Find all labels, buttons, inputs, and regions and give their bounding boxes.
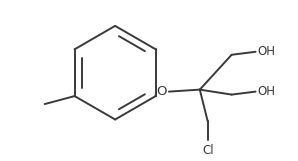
Text: OH: OH bbox=[257, 45, 276, 58]
Text: OH: OH bbox=[257, 85, 276, 98]
Text: O: O bbox=[157, 85, 167, 98]
Text: Cl: Cl bbox=[202, 144, 214, 157]
